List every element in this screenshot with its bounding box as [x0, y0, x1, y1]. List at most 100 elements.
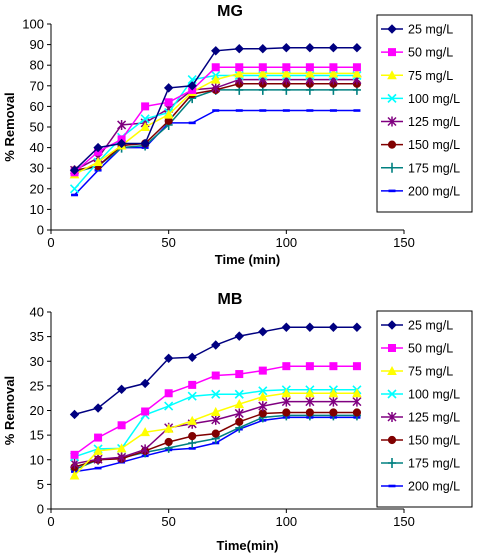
data-point	[140, 121, 150, 131]
data-point	[70, 458, 80, 469]
legend-item: 125 mg/L	[381, 411, 460, 425]
legend-item: 75 mg/L	[381, 365, 453, 379]
data-point	[164, 401, 174, 411]
x-axis-label: Time (min)	[215, 252, 281, 267]
data-point	[235, 370, 244, 379]
data-point	[69, 409, 80, 420]
data-point	[305, 68, 315, 78]
data-point	[258, 366, 267, 375]
data-point	[235, 63, 244, 72]
legend-marker	[387, 435, 397, 445]
legend-marker	[388, 344, 396, 352]
data-point	[328, 388, 339, 398]
data-point	[305, 408, 314, 417]
data-point	[188, 447, 196, 450]
data-point	[116, 443, 127, 453]
data-point	[281, 388, 292, 398]
x-tick-label: 150	[393, 514, 415, 529]
data-point	[69, 184, 80, 194]
legend-item: 200 mg/L	[381, 184, 460, 198]
legend-label: 25 mg/L	[408, 23, 453, 37]
data-point	[234, 331, 244, 341]
data-point	[329, 109, 337, 112]
x-tick-label: 100	[275, 235, 297, 250]
data-point	[329, 362, 338, 371]
data-point	[164, 437, 173, 447]
y-tick-label: 60	[30, 99, 44, 114]
data-point	[116, 384, 127, 395]
data-point	[305, 396, 315, 407]
data-point	[163, 83, 174, 93]
data-point	[94, 433, 103, 442]
legend-item: 75 mg/L	[381, 69, 453, 83]
legend-label: 200 mg/L	[408, 184, 460, 198]
legend-item: 50 mg/L	[381, 46, 453, 60]
chart-panel-1: MG 0 10 20 30 40 50 60 70 80 90 100 0 50 100 150 Time (m…	[2, 3, 473, 267]
y-axis-label: % Removal	[2, 92, 17, 161]
y-axis-label: % Removal	[2, 376, 17, 445]
data-point	[140, 114, 150, 124]
legend-marker	[387, 24, 397, 34]
legend-item: 200 mg/L	[381, 480, 460, 494]
y-tick-label: 5	[37, 477, 44, 492]
data-point	[211, 414, 221, 425]
series-25-mg-l	[69, 42, 362, 175]
data-point	[352, 396, 362, 407]
legend-marker	[388, 458, 396, 468]
x-tick-label: 100	[275, 514, 297, 529]
y-tick-label: 40	[30, 140, 44, 155]
legend-marker	[387, 320, 397, 330]
data-point	[211, 389, 221, 399]
data-point	[234, 68, 245, 78]
series-50-mg-l	[70, 362, 361, 459]
data-point	[70, 450, 79, 459]
x-tick-label: 0	[47, 514, 54, 529]
legend-marker	[388, 189, 396, 193]
data-point	[211, 63, 220, 72]
legend-marker	[387, 116, 397, 127]
legend-marker	[387, 389, 397, 399]
data-point	[93, 142, 103, 153]
data-point	[257, 68, 268, 78]
data-point	[210, 406, 221, 416]
data-point	[281, 322, 292, 332]
x-tick-label: 50	[161, 235, 175, 250]
legend-marker	[387, 412, 397, 422]
legend-label: 75 mg/L	[408, 69, 453, 83]
data-point	[140, 427, 150, 437]
data-point	[328, 396, 338, 407]
data-point	[258, 44, 268, 54]
chart-title: MG	[217, 3, 243, 20]
legend-box	[376, 14, 473, 213]
y-tick-label: 15	[30, 428, 44, 443]
y-tick-label: 30	[30, 354, 44, 369]
legend-item: 100 mg/L	[381, 388, 460, 402]
y-tick-label: 100	[22, 17, 44, 32]
data-point	[210, 74, 221, 84]
data-point	[187, 352, 197, 363]
data-point	[71, 193, 79, 197]
y-tick-label: 35	[30, 329, 44, 344]
data-point	[93, 445, 103, 455]
data-point	[94, 466, 102, 470]
data-point	[305, 322, 315, 332]
data-point	[281, 42, 292, 53]
data-point	[117, 119, 127, 130]
legend-item: 100 mg/L	[381, 92, 460, 106]
legend-marker	[388, 484, 396, 488]
data-point	[187, 81, 197, 91]
data-point	[352, 42, 362, 53]
y-tick-label: 10	[30, 452, 44, 467]
data-point	[305, 63, 314, 72]
legend-label: 125 mg/L	[408, 411, 460, 425]
legend-label: 150 mg/L	[408, 434, 460, 448]
legend-item: 25 mg/L	[381, 23, 453, 37]
y-tick-label: 40	[30, 305, 44, 320]
data-point	[234, 44, 244, 54]
data-point	[93, 156, 103, 167]
legend-box	[376, 310, 473, 508]
y-tick-label: 80	[30, 58, 44, 73]
data-point	[282, 109, 290, 112]
legend-label: 25 mg/L	[408, 319, 453, 333]
